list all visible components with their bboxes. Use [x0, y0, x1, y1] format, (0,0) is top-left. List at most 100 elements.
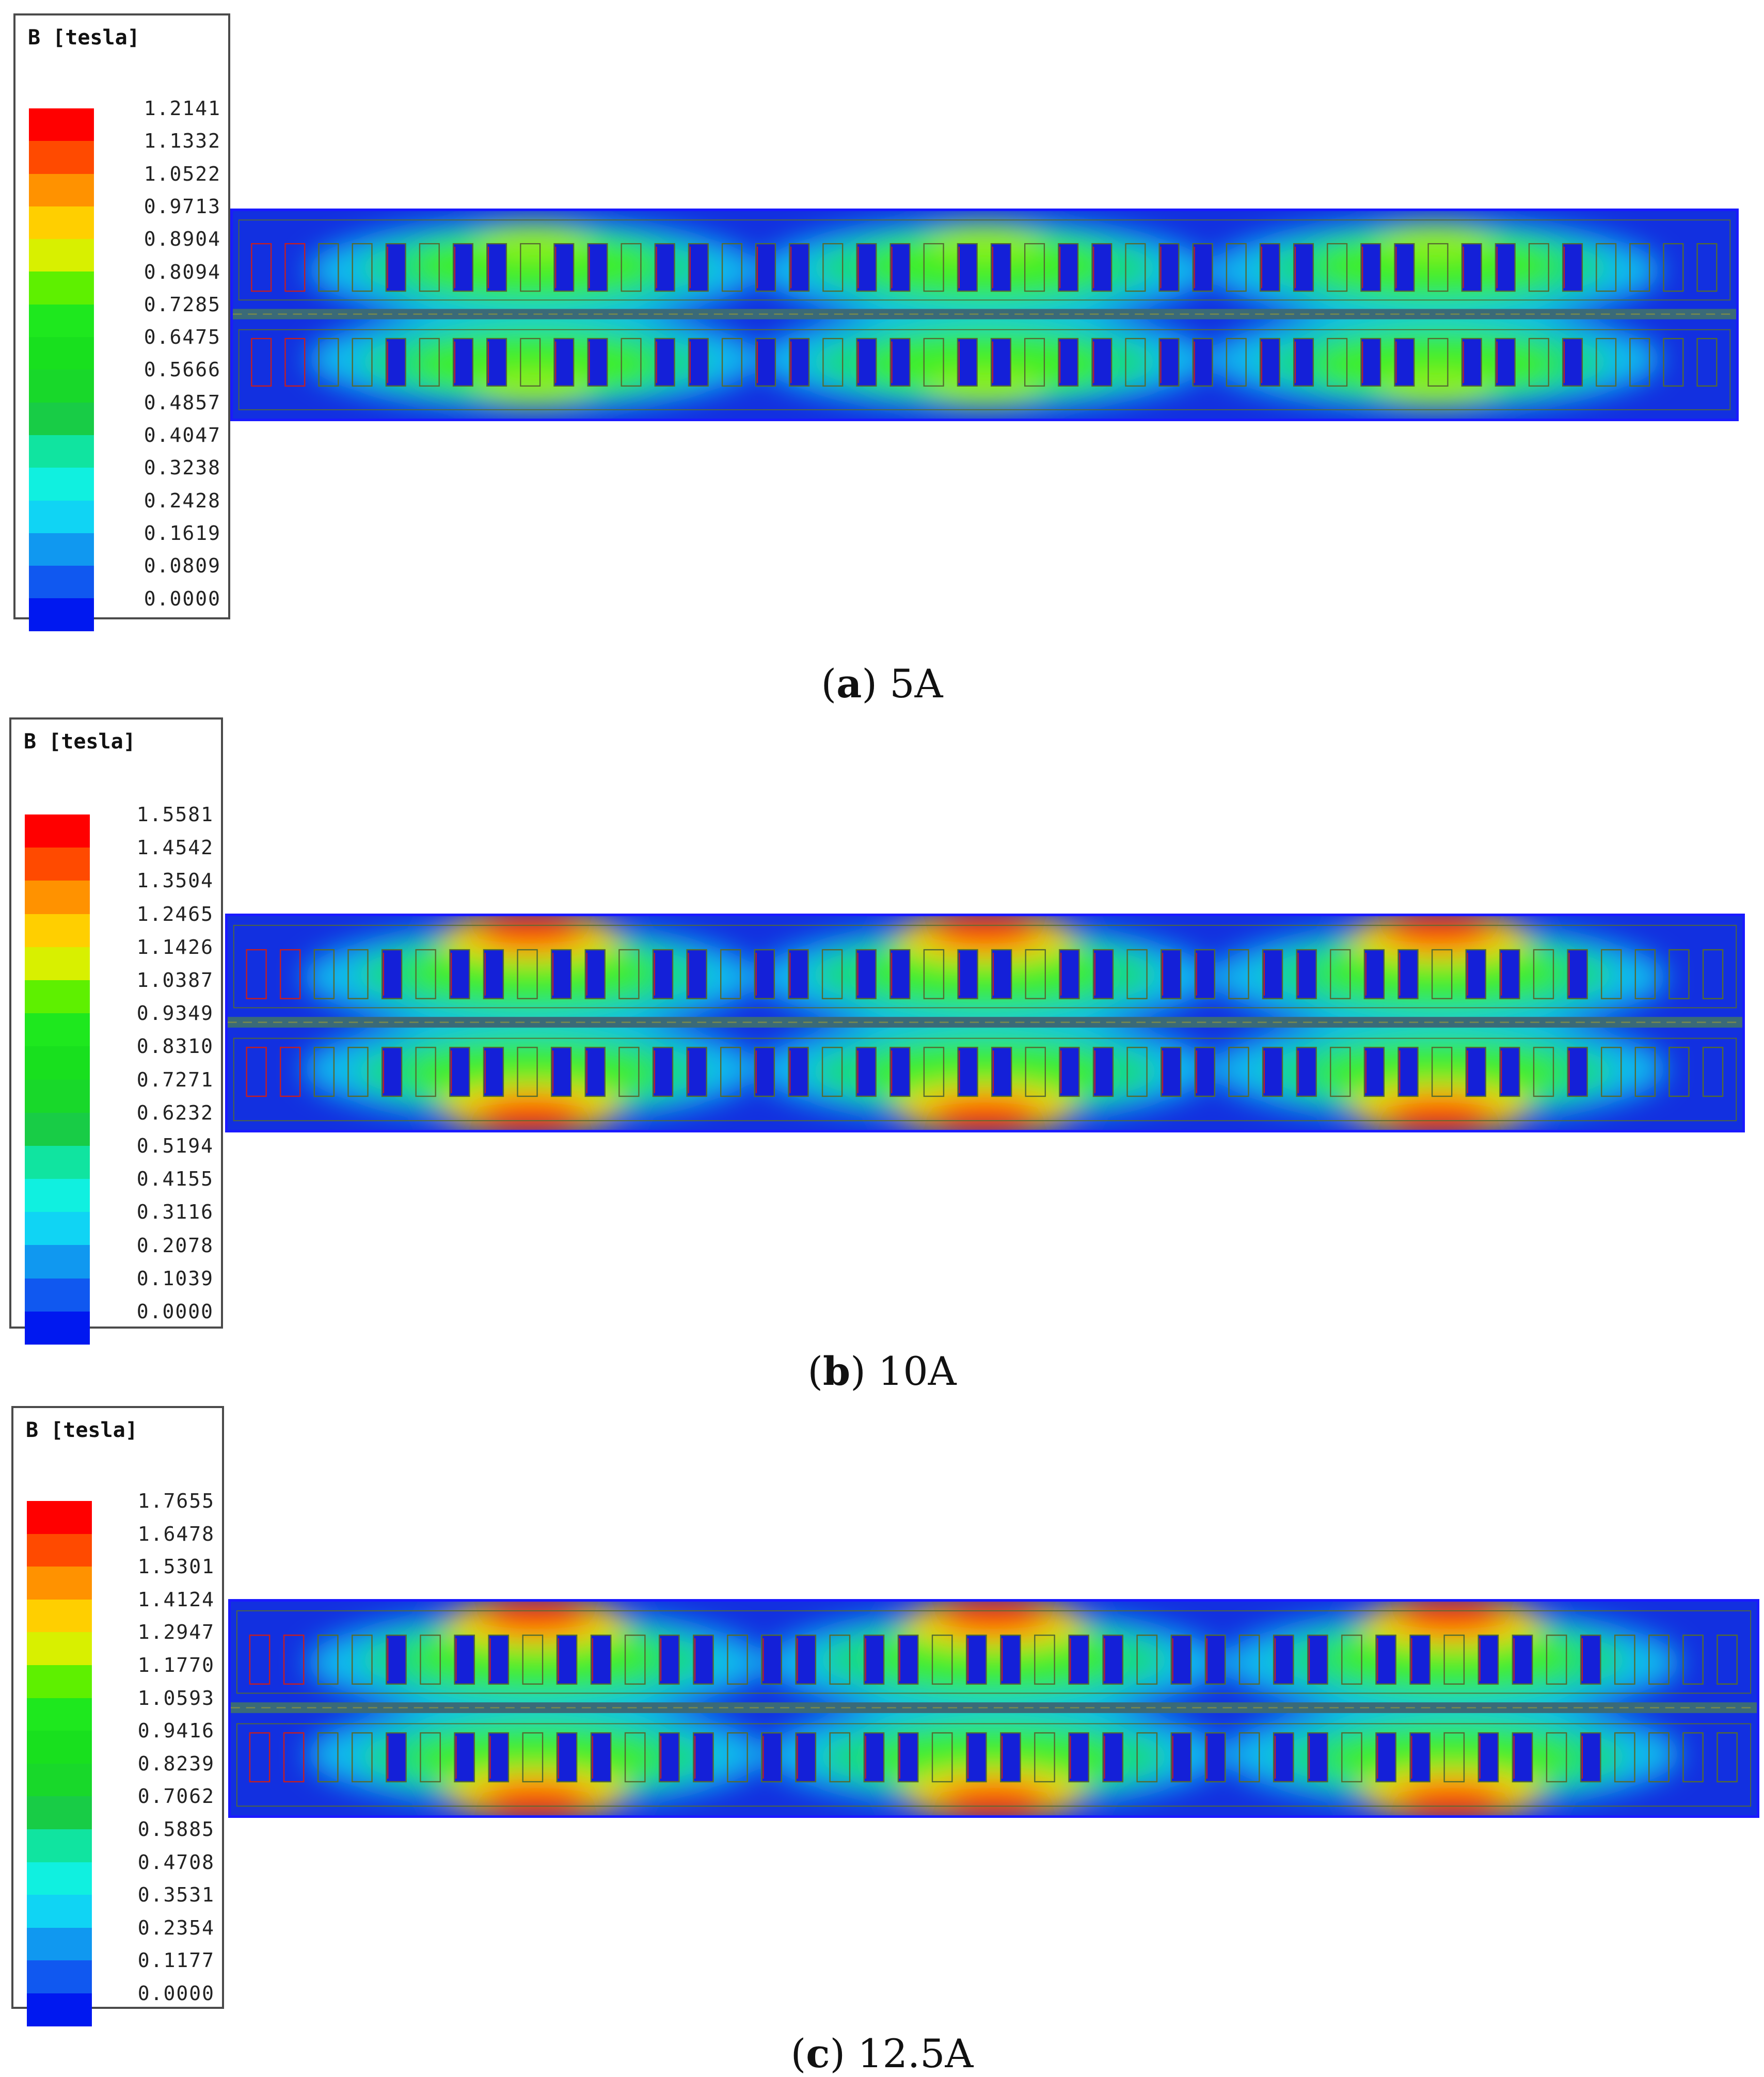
colorbar-tick-label: 1.4124	[137, 1588, 215, 1611]
colorbar-swatch	[29, 141, 94, 174]
colorbar-tick-label: 0.0809	[144, 554, 221, 578]
colorbar-swatch	[27, 1533, 92, 1567]
colorbar-swatch	[27, 1927, 92, 1961]
caption-letter: c	[806, 2031, 830, 2076]
lower-stator-outline	[236, 1723, 1752, 1807]
caption-text: 12.5A	[857, 2031, 974, 2076]
colorbar	[27, 1501, 92, 2026]
colorbar-tick-label: 1.2947	[137, 1621, 215, 1644]
caption-text: 5A	[889, 661, 943, 707]
colorbar-swatch	[25, 1046, 90, 1080]
colorbar-tick-label: 0.3238	[144, 456, 221, 480]
colorbar-swatch	[29, 435, 94, 468]
colorbar-tick-label: 0.5194	[136, 1135, 214, 1157]
lower-stator-outline	[233, 1037, 1737, 1122]
colorbar-tick-label: 0.4155	[136, 1168, 214, 1191]
legend-title: B [tesla]	[28, 26, 140, 50]
caption-letter: b	[823, 1348, 851, 1394]
upper-stator-outline	[236, 1610, 1752, 1694]
colorbar-swatch	[25, 914, 90, 947]
flux-density-plot-c	[228, 1599, 1759, 1818]
colorbar-tick-label: 1.5301	[137, 1555, 215, 1578]
colorbar-tick-label: 1.2465	[136, 902, 214, 925]
colorbar-swatch	[27, 1960, 92, 1993]
colorbar-swatch	[27, 1632, 92, 1665]
colorbar-tick-label: 0.1177	[137, 1949, 215, 1972]
colorbar-swatch	[27, 1993, 92, 2026]
colorbar-swatch	[25, 980, 90, 1014]
colorbar-tick-label: 1.6478	[137, 1522, 215, 1545]
colorbar-legend-a: B [tesla] 1.2141 1.1332 1.0522 0.9713 0.8904…	[13, 13, 230, 631]
colorbar-tick-label: 0.5885	[137, 1818, 215, 1841]
colorbar-tick-label: 0.8094	[144, 260, 221, 283]
colorbar-legend-b: B [tesla] 1.5581 1.4542 1.3504 1.2465 1.1426…	[9, 717, 223, 1345]
colorbar	[29, 108, 94, 631]
colorbar-tick-label: 0.3531	[137, 1883, 215, 1907]
colorbar-swatch	[29, 500, 94, 533]
flux-density-plot-a	[230, 209, 1739, 421]
colorbar-tick-label: 1.0387	[136, 969, 214, 992]
colorbar-tick-label: 0.4708	[137, 1850, 215, 1874]
colorbar-swatch	[25, 1079, 90, 1113]
upper-stator-outline	[238, 219, 1731, 301]
colorbar-tick-label: 0.0000	[144, 587, 221, 610]
colorbar-tick-label: 0.2354	[137, 1916, 215, 1939]
colorbar-swatch	[27, 1731, 92, 1764]
caption-a: (a) 5A	[821, 661, 943, 707]
colorbar-swatch	[27, 1763, 92, 1797]
colorbar-swatch	[27, 1501, 92, 1534]
colorbar-swatch	[25, 1245, 90, 1279]
colorbar-tick-label: 1.1770	[137, 1654, 215, 1676]
colorbar-tick-label: 0.7062	[137, 1785, 215, 1808]
colorbar-swatch	[29, 468, 94, 501]
colorbar-tick-label: 0.3116	[136, 1201, 214, 1224]
colorbar-swatch	[29, 206, 94, 239]
caption-c: (c) 12.5A	[790, 2031, 974, 2076]
colorbar-swatch	[29, 173, 94, 206]
colorbar-legend-c: B [tesla] 1.7655 1.6478 1.5301 1.4124 1.2947…	[11, 1406, 224, 2026]
stator-slots	[246, 949, 1724, 1097]
colorbar-swatch	[29, 533, 94, 566]
colorbar-swatch	[25, 848, 90, 881]
colorbar-tick-label: 0.2078	[136, 1234, 214, 1257]
stator-slots	[249, 1634, 1738, 1783]
colorbar-tick-label: 0.7271	[136, 1068, 214, 1091]
colorbar-tick-label: 0.2428	[144, 489, 221, 512]
colorbar-tick-label: 0.7285	[144, 293, 221, 316]
flux-density-plot-b	[225, 914, 1745, 1132]
colorbar-tick-label: 1.1332	[144, 130, 221, 153]
colorbar-swatch	[27, 1862, 92, 1895]
colorbar-tick-label: 0.5666	[144, 358, 221, 381]
colorbar-swatch	[25, 814, 90, 848]
colorbar-swatch	[27, 1895, 92, 1928]
colorbar-swatch	[25, 1212, 90, 1245]
colorbar-tick-label: 1.2141	[144, 97, 221, 120]
upper-stator-outline	[233, 924, 1737, 1009]
colorbar-swatch	[25, 1278, 90, 1312]
legend-title: B [tesla]	[24, 730, 136, 754]
stator-slots	[251, 243, 1718, 387]
colorbar-tick-label: 0.6475	[144, 326, 221, 349]
colorbar-tick-label: 0.0000	[137, 1982, 215, 2005]
colorbar-tick-label: 0.4047	[144, 424, 221, 446]
colorbar-tick-label: 0.1039	[136, 1267, 214, 1290]
colorbar-swatch	[29, 370, 94, 403]
colorbar-tick-label: 0.8904	[144, 228, 221, 251]
legend-title: B [tesla]	[26, 1418, 138, 1442]
colorbar-tick-label: 0.9349	[136, 1002, 214, 1025]
colorbar-tick-label: 0.9416	[137, 1719, 215, 1743]
colorbar-swatch	[27, 1796, 92, 1829]
colorbar	[25, 814, 90, 1345]
colorbar-tick-label: 0.9713	[144, 195, 221, 218]
colorbar-tick-label: 1.0593	[137, 1686, 215, 1709]
colorbar-swatch	[29, 566, 94, 599]
colorbar-swatch	[29, 402, 94, 435]
colorbar-tick-label: 1.7655	[137, 1490, 215, 1512]
colorbar-tick-label: 0.6232	[136, 1101, 214, 1124]
colorbar-tick-label: 0.8239	[137, 1752, 215, 1775]
colorbar-swatch	[27, 1599, 92, 1633]
colorbar-swatch	[29, 304, 94, 338]
caption-b: (b) 10A	[807, 1348, 957, 1394]
colorbar-tick-label: 0.0000	[136, 1300, 214, 1323]
colorbar-tick-label: 0.8310	[136, 1035, 214, 1058]
